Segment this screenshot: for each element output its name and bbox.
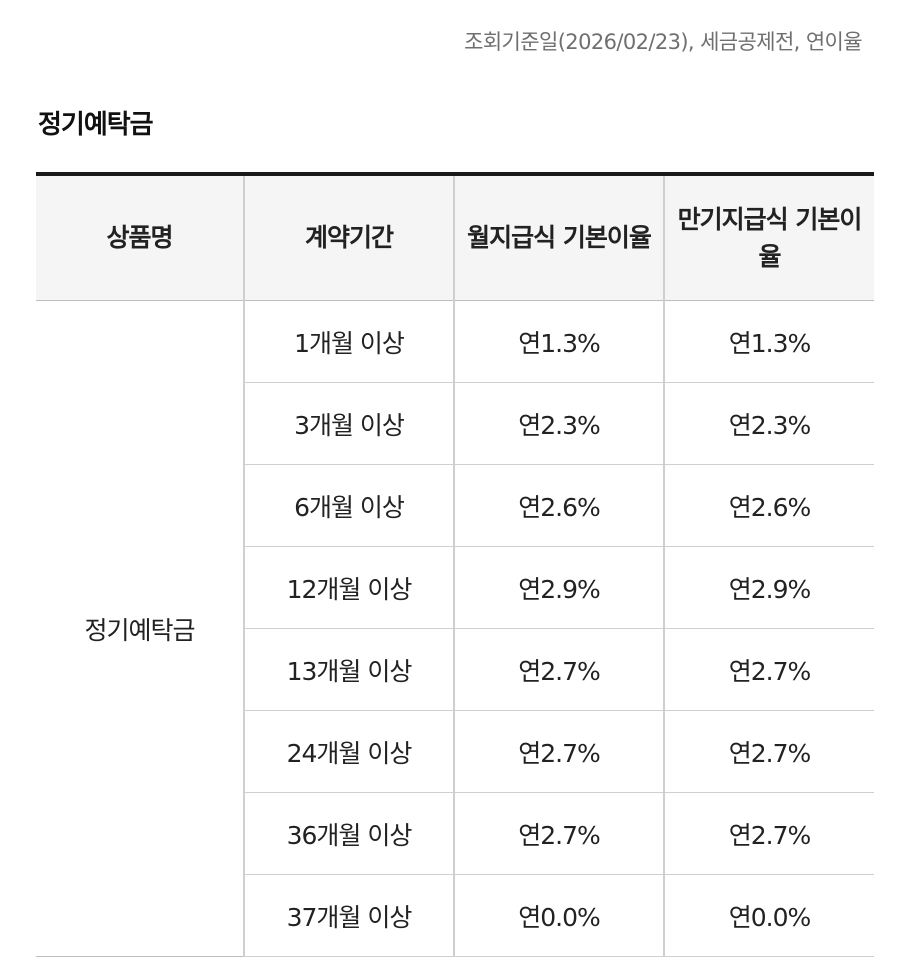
table-row: 3개월 이상 연2.3% 연2.3% bbox=[36, 382, 874, 465]
header-maturity-rate: 만기지급식 기본이율 bbox=[663, 174, 874, 301]
table-row: 정기예탁금 1개월 이상 연1.3% 연1.3% bbox=[36, 300, 874, 957]
monthly-rate-cell: 연2.9% bbox=[453, 546, 664, 629]
monthly-rate-cell: 연2.7% bbox=[453, 710, 664, 793]
product-name-cell: 정기예탁금 bbox=[36, 300, 244, 957]
inquiry-date-note: 조회기준일(2026/02/23), 세금공제전, 연이율 bbox=[464, 30, 862, 54]
monthly-rate-cell: 연2.6% bbox=[453, 464, 664, 547]
contract-period-cell: 36개월 이상 bbox=[243, 792, 454, 875]
table-row: 12개월 이상 연2.9% 연2.9% bbox=[36, 546, 874, 629]
table-row: 13개월 이상 연2.7% 연2.7% bbox=[36, 628, 874, 711]
maturity-rate-cell: 연2.3% bbox=[663, 382, 874, 465]
table-row: 6개월 이상 연2.6% 연2.6% bbox=[36, 464, 874, 547]
interest-rate-table: 상품명 계약기간 월지급식 기본이율 만기지급식 기본이율 정기예탁금 1개월 … bbox=[36, 172, 874, 957]
monthly-rate-cell: 연2.7% bbox=[453, 628, 664, 711]
maturity-rate-cell: 연2.7% bbox=[663, 792, 874, 875]
contract-period-cell: 24개월 이상 bbox=[243, 710, 454, 793]
maturity-rate-cell: 연2.7% bbox=[663, 628, 874, 711]
maturity-rate-cell: 연1.3% bbox=[663, 300, 874, 383]
table-row: 37개월 이상 연0.0% 연0.0% bbox=[36, 874, 874, 957]
contract-period-cell: 13개월 이상 bbox=[243, 628, 454, 711]
contract-period-cell: 3개월 이상 bbox=[243, 382, 454, 465]
maturity-rate-cell: 연2.7% bbox=[663, 710, 874, 793]
maturity-rate-cell: 연2.6% bbox=[663, 464, 874, 547]
contract-period-cell: 6개월 이상 bbox=[243, 464, 454, 547]
header-monthly-rate: 월지급식 기본이율 bbox=[453, 174, 664, 301]
monthly-rate-cell: 연0.0% bbox=[453, 874, 664, 957]
contract-period-cell: 1개월 이상 bbox=[243, 300, 454, 383]
contract-period-cell: 12개월 이상 bbox=[243, 546, 454, 629]
table-body: 정기예탁금 1개월 이상 연1.3% 연1.3% 3개월 이상 연2.3% 연2… bbox=[36, 300, 874, 957]
contract-period-cell: 37개월 이상 bbox=[243, 874, 454, 957]
header-product-name: 상품명 bbox=[36, 174, 244, 301]
monthly-rate-cell: 연2.3% bbox=[453, 382, 664, 465]
maturity-rate-cell: 연0.0% bbox=[663, 874, 874, 957]
table-row: 36개월 이상 연2.7% 연2.7% bbox=[36, 792, 874, 875]
header-contract-period: 계약기간 bbox=[243, 174, 454, 301]
monthly-rate-cell: 연2.7% bbox=[453, 792, 664, 875]
maturity-rate-cell: 연2.9% bbox=[663, 546, 874, 629]
monthly-rate-cell: 연1.3% bbox=[453, 300, 664, 383]
section-title: 정기예탁금 bbox=[38, 110, 154, 140]
table-row: 24개월 이상 연2.7% 연2.7% bbox=[36, 710, 874, 793]
table-header: 상품명 계약기간 월지급식 기본이율 만기지급식 기본이율 bbox=[36, 174, 874, 301]
header-row: 상품명 계약기간 월지급식 기본이율 만기지급식 기본이율 bbox=[36, 174, 874, 301]
